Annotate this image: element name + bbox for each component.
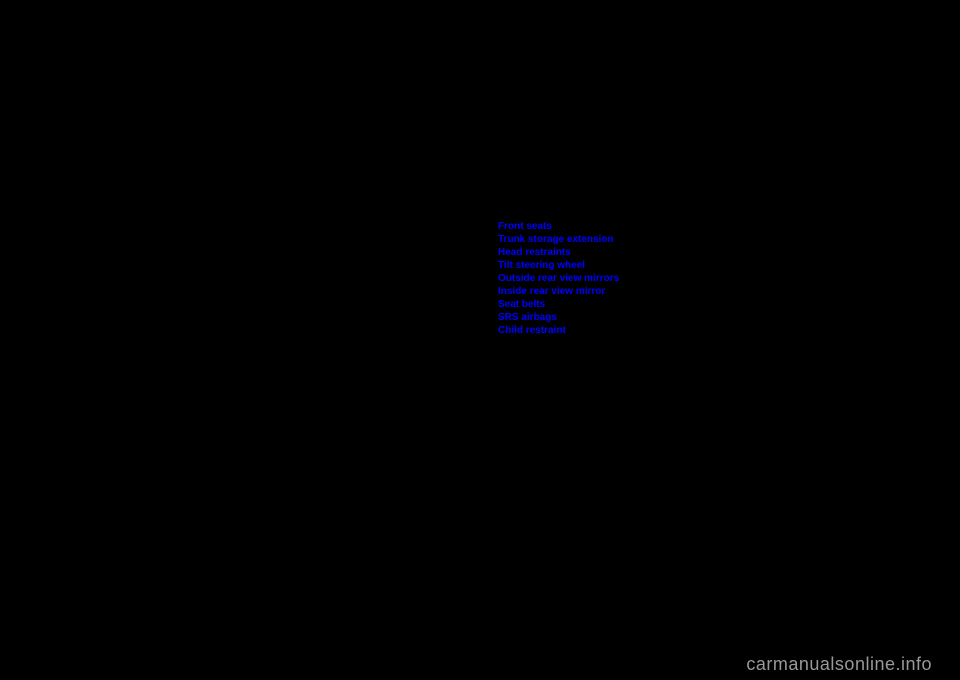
watermark-text: carmanualsonline.info <box>746 654 932 675</box>
toc-link-child-restraint[interactable]: Child restraint <box>498 324 619 337</box>
toc-link-seat-belts[interactable]: Seat belts <box>498 298 619 311</box>
table-of-contents: Front seats Trunk storage extension Head… <box>498 220 619 337</box>
toc-link-trunk-storage[interactable]: Trunk storage extension <box>498 233 619 246</box>
toc-link-front-seats[interactable]: Front seats <box>498 220 619 233</box>
toc-link-outside-mirrors[interactable]: Outside rear view mirrors <box>498 272 619 285</box>
toc-link-srs-airbags[interactable]: SRS airbags <box>498 311 619 324</box>
toc-link-inside-mirror[interactable]: Inside rear view mirror <box>498 285 619 298</box>
toc-link-head-restraints[interactable]: Head restraints <box>498 246 619 259</box>
toc-link-tilt-steering[interactable]: Tilt steering wheel <box>498 259 619 272</box>
